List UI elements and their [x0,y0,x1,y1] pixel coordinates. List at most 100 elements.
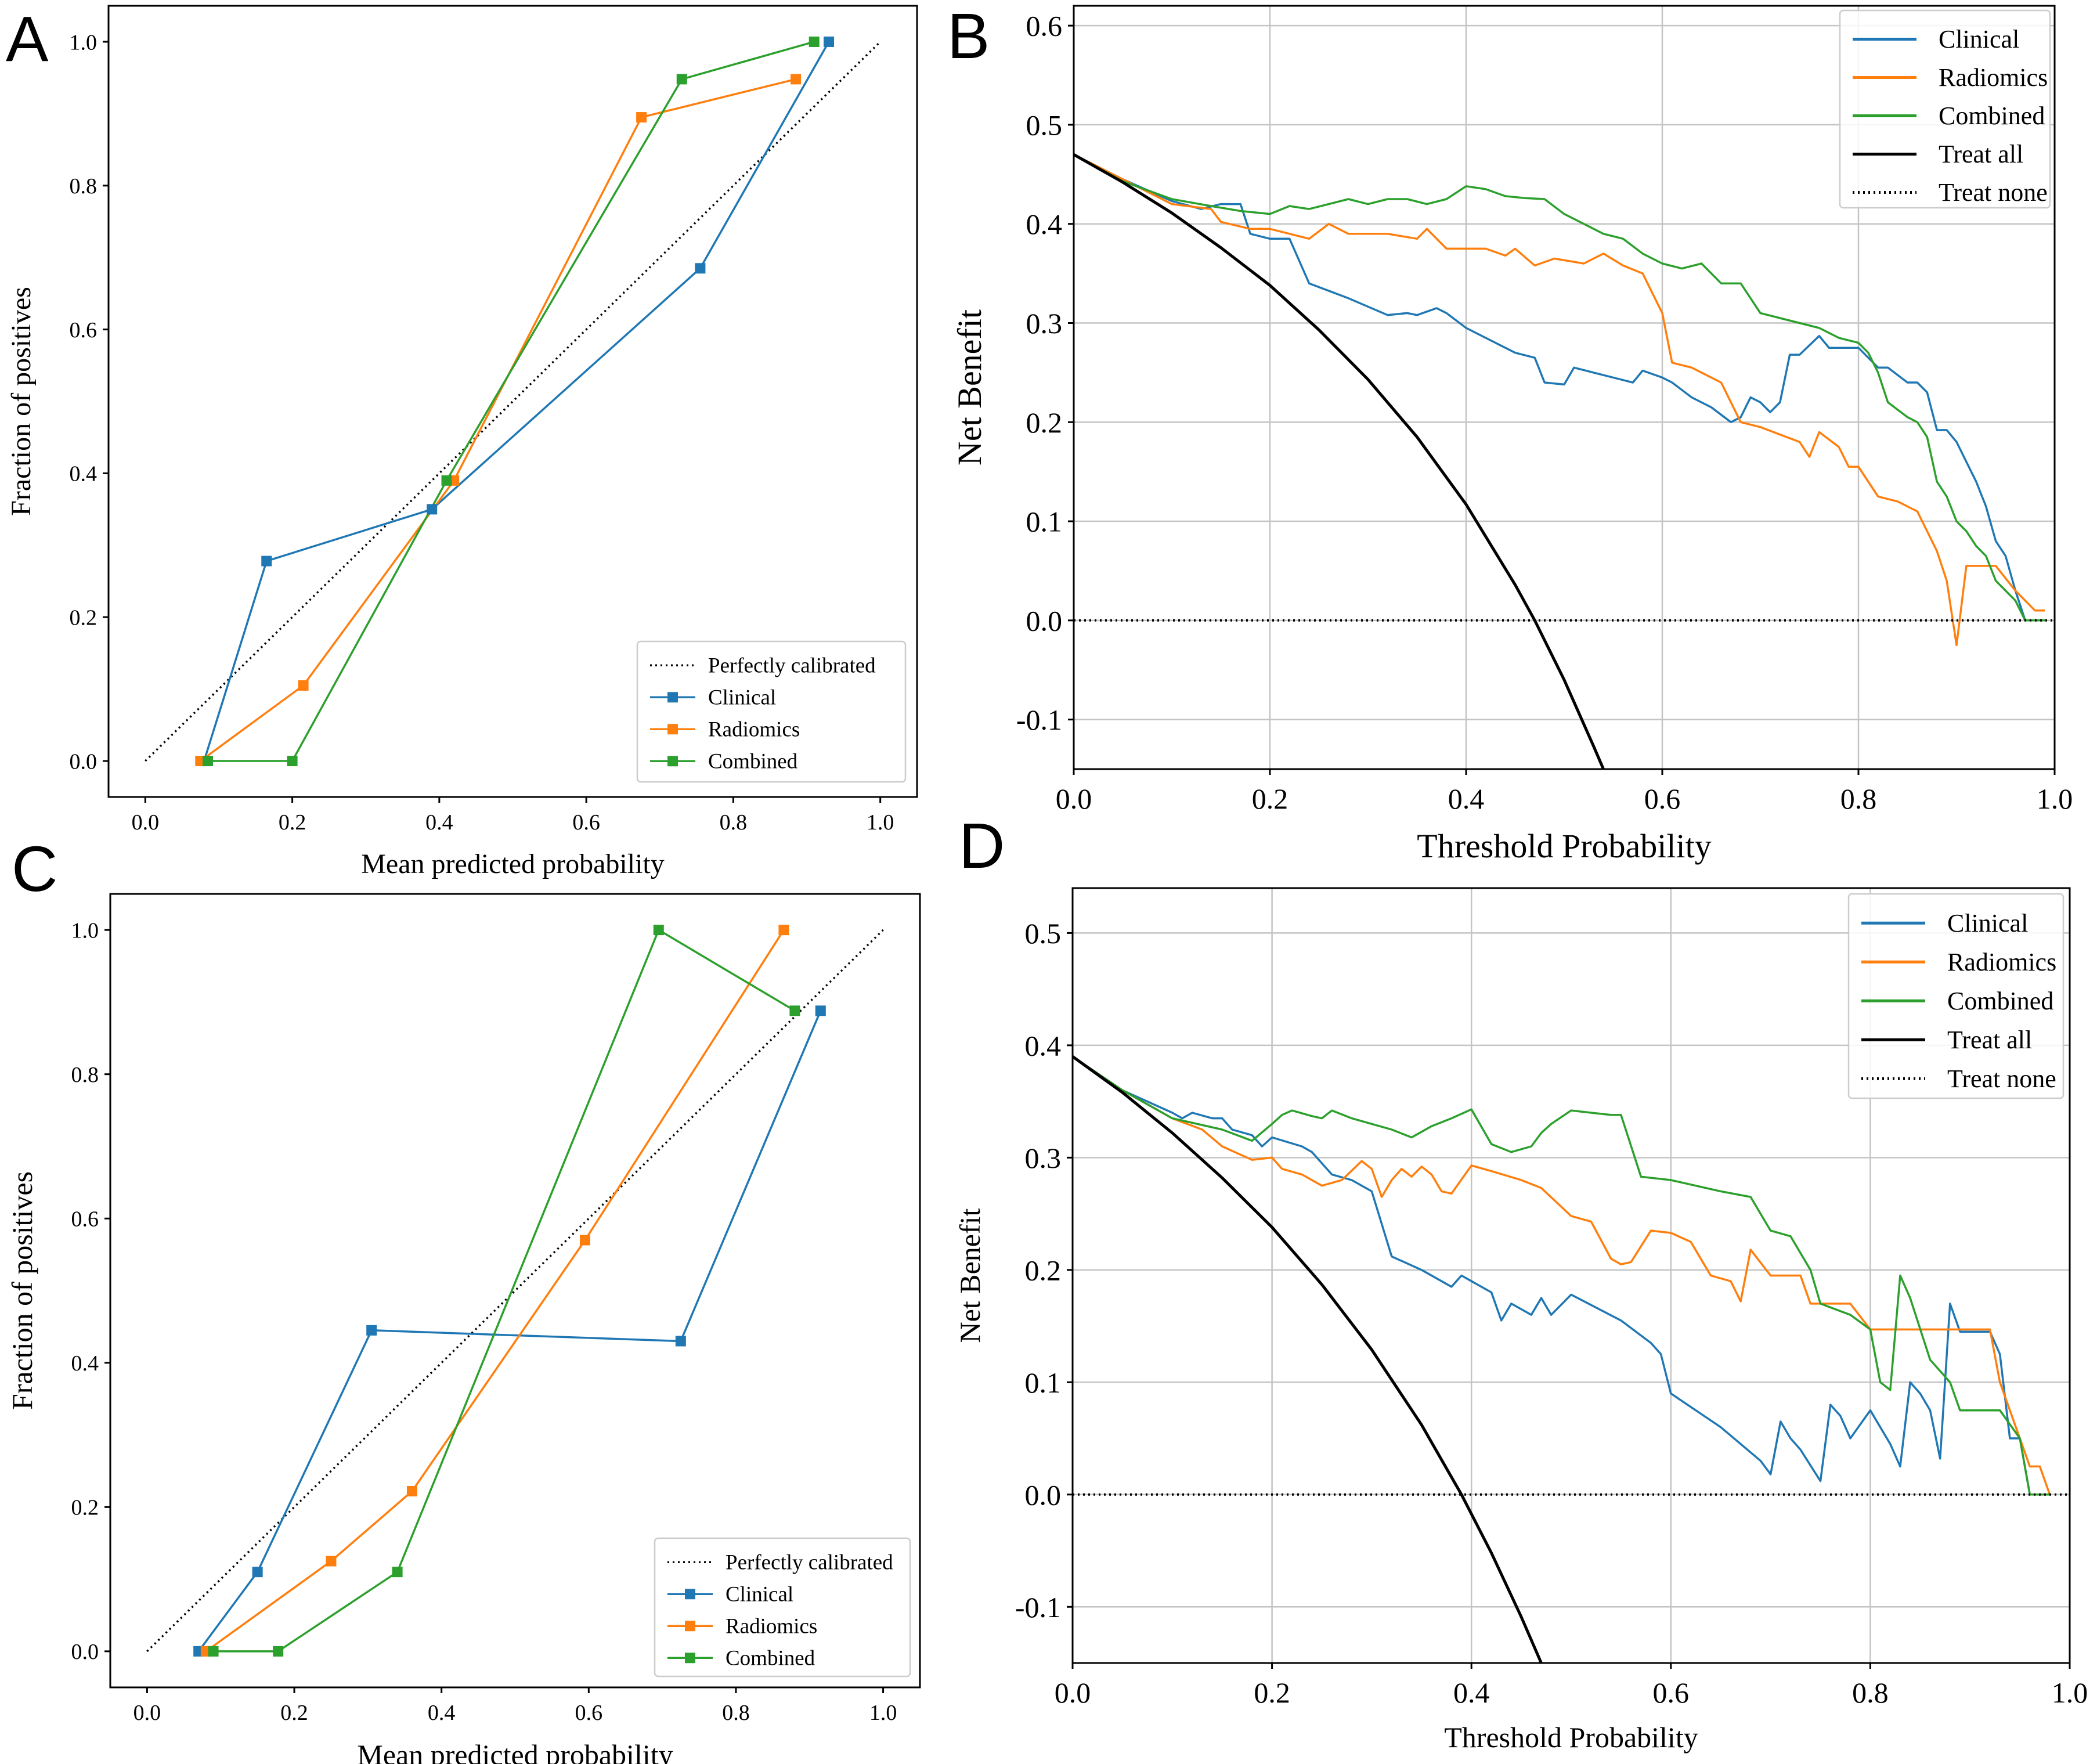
data-point-combined [202,756,213,767]
series-line-clinical [1074,153,2045,622]
y-axis-label: Net Benefit [954,1208,986,1343]
x-tick-label: 0.0 [1056,782,1092,815]
x-tick-label: 1.0 [2052,1676,2088,1709]
y-tick-label: 0.1 [1026,506,1063,538]
y-tick-label: 0.3 [1026,307,1063,340]
data-point-radiomics [636,112,647,123]
x-tick-label: 0.4 [425,810,453,835]
legend-label: Radiomics [1947,948,2056,976]
y-tick-label: 0.2 [70,606,98,630]
legend-label: Radiomics [1939,63,2048,92]
x-tick-label: 1.0 [2037,782,2073,815]
y-tick-label: 0.0 [1025,1478,1062,1511]
legend-label: Perfectly calibrated [708,654,876,677]
panel-letter: D [959,810,1005,882]
x-axis-label: Mean predicted probability [357,1738,673,1764]
x-tick-label: 0.8 [1852,1676,1889,1709]
plot-area [1074,153,2055,769]
y-tick-label: 0.4 [71,1351,99,1376]
data-point-radiomics [406,1485,417,1496]
y-axis-label: Fraction of positives [6,1171,38,1410]
y-tick-label: 0.0 [1026,604,1063,637]
x-tick-label: 0.4 [428,1701,456,1725]
legend: Perfectly calibrated Clinical Radiomics Com… [654,1537,911,1678]
data-point-clinical [427,504,438,515]
x-tick-label: 0.8 [722,1701,750,1725]
x-tick-label: 0.2 [1252,782,1288,815]
legend-box [654,1537,911,1678]
data-point-clinical [366,1325,377,1336]
data-point-radiomics [298,680,309,691]
legend-box [1847,893,2064,1099]
data-point-combined [789,1005,800,1016]
y-axis-label: Net Benefit [951,309,988,466]
legend-label: Treat all [1947,1026,2032,1054]
series-line-combined [1074,153,2045,622]
x-tick-label: 0.0 [132,810,160,835]
x-tick-label: 0.6 [1644,782,1681,815]
y-tick-label: 0.4 [1026,208,1063,240]
legend-label: Combined [1939,102,2045,130]
y-tick-label: 0.8 [71,1063,99,1087]
x-tick-label: 0.2 [279,810,306,835]
legend-label: Radiomics [726,1614,817,1638]
x-tick-label: 0.4 [1448,782,1485,815]
axes-frame [1071,887,2071,1664]
y-tick-label: 0.3 [1025,1142,1062,1174]
y-tick-label: 0.4 [1025,1029,1062,1062]
legend-box [636,640,907,783]
y-tick-label: 0.2 [71,1496,99,1520]
panel-letter: A [6,3,49,75]
legend-marker [667,756,678,767]
data-point-clinical [695,263,706,274]
axes-frame [1073,5,2056,770]
series-line-combined [1073,1055,2050,1496]
panel-a: A 0.0 0.2 0.4 0.6 0.8 1.0 0.0 0.2 0.4 0.6 0.8 1.0 Mea… [6,3,918,879]
legend-label: Combined [708,749,798,773]
y-tick-label: 0.1 [1025,1366,1062,1399]
x-tick-label: 0.6 [1653,1676,1690,1709]
y-tick-label: 0.8 [70,174,98,199]
y-tick-label: 0.4 [70,462,98,486]
axes-frame [109,893,921,1689]
legend-label: Treat all [1939,140,2023,168]
x-tick-label: 0.8 [720,810,748,835]
legend-label: Clinical [1947,909,2028,937]
series-line-radiomics [1073,1055,2051,1495]
data-point-combined [273,1646,284,1657]
data-point-combined [208,1646,219,1657]
x-tick-label: 0.2 [280,1701,308,1725]
legend: Clinical Radiomics Combined Treat all Treat … [1847,893,2064,1099]
x-tick-label: 1.0 [869,1701,897,1725]
legend-label: Combined [1947,987,2053,1015]
y-tick-label: 0.6 [70,318,98,342]
x-tick-label: 0.8 [1840,782,1877,815]
series-line-treat-all [1074,153,1605,769]
legend: Clinical Radiomics Combined Treat all Treat … [1839,9,2051,209]
plot-area [1073,1055,2070,1663]
data-point-combined [809,36,820,47]
data-point-combined [441,475,452,486]
data-point-combined [287,756,298,767]
x-tick-label: 0.0 [133,1701,161,1725]
y-tick-label: 1.0 [70,30,98,55]
data-point-radiomics [579,1235,590,1246]
legend-label: Treat none [1939,178,2048,207]
x-tick-label: 1.0 [867,810,894,835]
data-point-combined [653,925,664,936]
y-tick-label: 0.6 [1026,10,1063,42]
data-point-radiomics [778,925,789,936]
legend-label: Clinical [726,1582,793,1606]
y-tick-label: 0.0 [71,1640,99,1664]
x-axis-label: Threshold Probability [1444,1721,1698,1754]
legend-marker [667,692,678,703]
panel-c: C 0.0 0.2 0.4 0.6 0.8 1.0 0.0 0.2 0.4 0.6 0.8 1.0 Mea… [6,834,921,1764]
data-point-radiomics [326,1556,337,1567]
data-point-radiomics [791,74,802,85]
y-tick-label: 0.0 [70,749,98,774]
legend-box [1839,9,2051,209]
y-tick-label: 0.2 [1026,406,1063,439]
series-line-radiomics [1074,153,2045,647]
x-tick-label: 0.4 [1453,1676,1490,1709]
